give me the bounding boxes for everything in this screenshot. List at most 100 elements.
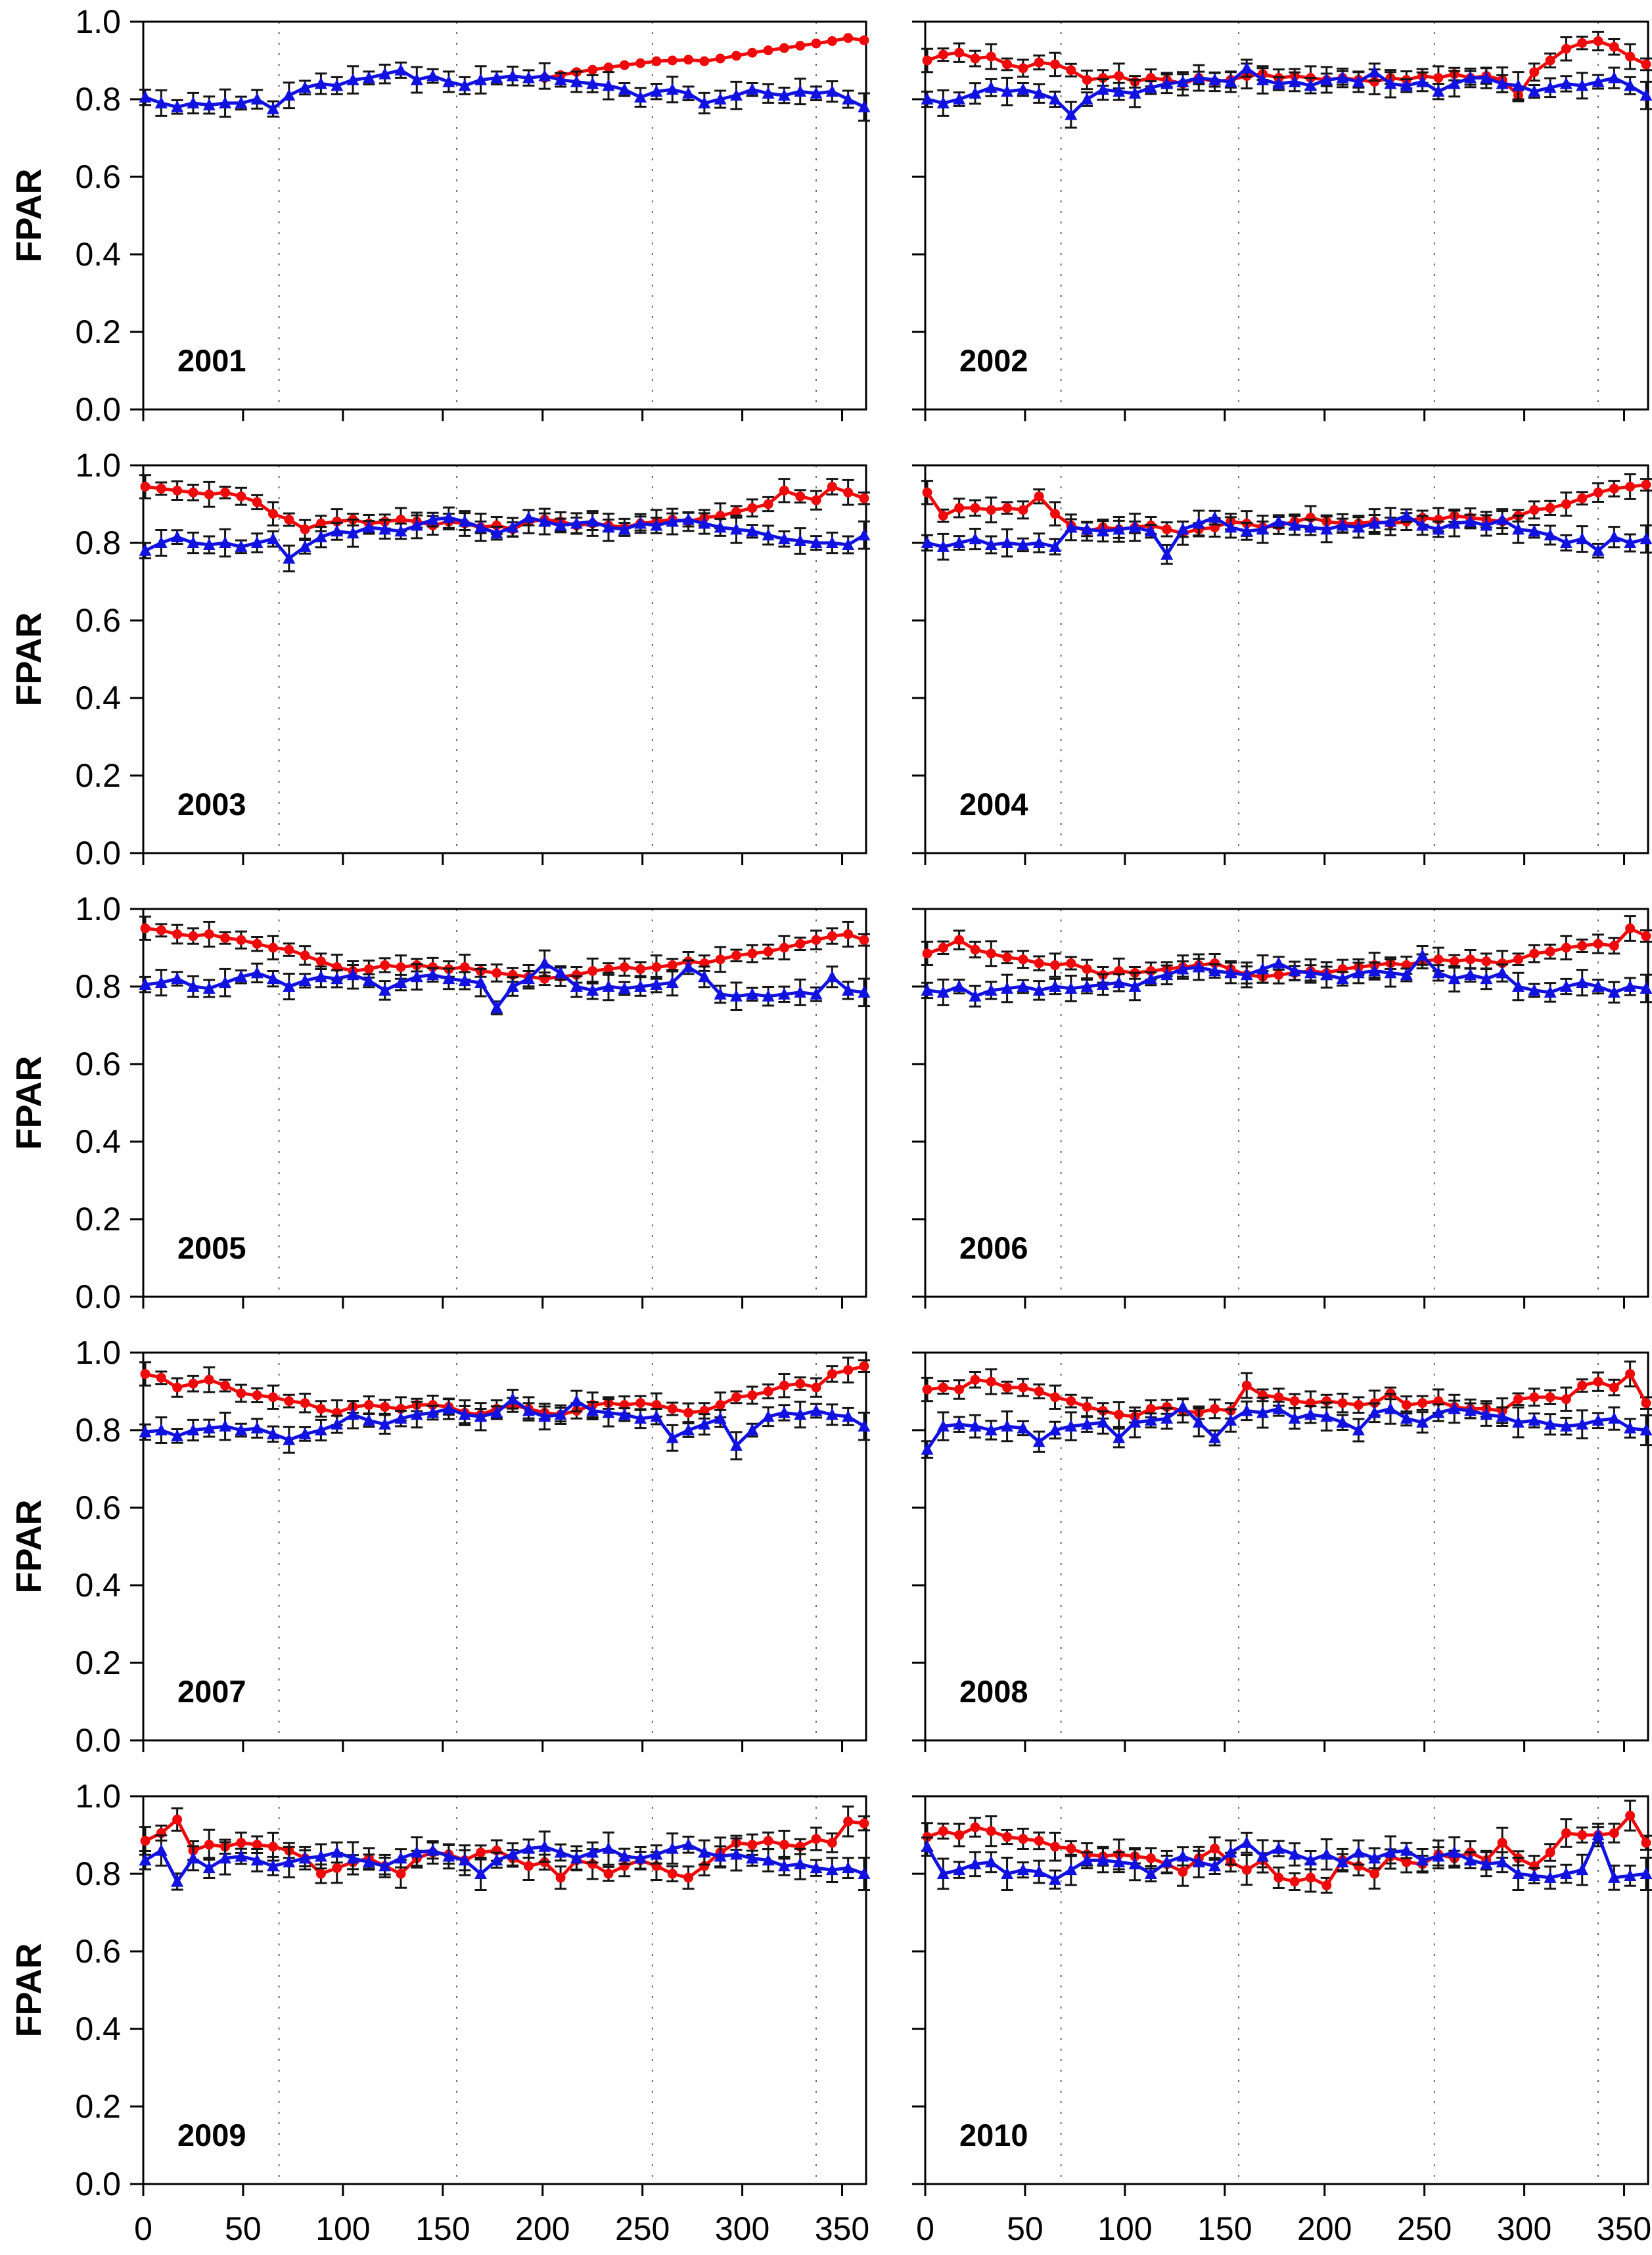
blue-triangle-marker: [1288, 1848, 1301, 1860]
red-circle-marker: [1577, 1830, 1588, 1840]
blue-triangle-marker: [1304, 79, 1317, 91]
red-circle-marker: [1417, 1398, 1428, 1408]
blue-triangle-marker: [1464, 515, 1477, 527]
blue-triangle-marker: [1176, 75, 1189, 87]
red-circle-marker: [938, 511, 948, 521]
y-axis-tick-label: 0.0: [75, 2166, 121, 2202]
blue-triangle-marker: [858, 1867, 871, 1879]
red-circle-marker: [1465, 954, 1476, 965]
blue-triangle-marker: [1640, 981, 1652, 994]
blue-triangle-marker: [1001, 85, 1014, 97]
blue-triangle-marker: [1528, 524, 1541, 537]
blue-triangle-marker: [1480, 1857, 1493, 1870]
blue-triangle-marker: [1160, 1855, 1174, 1868]
red-circle-marker: [795, 41, 806, 51]
blue-triangle-marker: [1384, 515, 1397, 527]
blue-triangle-marker: [794, 85, 807, 97]
blue-triangle-marker: [522, 1842, 535, 1854]
blue-series-markers: [139, 1392, 871, 1451]
red-circle-marker: [747, 1390, 758, 1401]
y-axis-tick-label: 0.8: [75, 81, 121, 118]
blue-triangle-marker: [1624, 536, 1637, 548]
red-circle-marker: [731, 51, 741, 61]
blue-triangle-marker: [1592, 1414, 1605, 1426]
blue-triangle-marker: [219, 1851, 232, 1864]
blue-triangle-marker: [426, 69, 440, 81]
blue-triangle-marker: [1368, 964, 1381, 977]
blue-triangle-marker: [250, 93, 264, 105]
red-circle-marker: [795, 1378, 806, 1389]
y-axis-tick-label: 0.4: [75, 680, 121, 716]
blue-triangle-marker: [921, 93, 934, 105]
red-circle-marker: [683, 1872, 694, 1883]
blue-triangle-marker: [1640, 1867, 1652, 1879]
blue-triangle-marker: [139, 1425, 152, 1437]
blue-triangle-marker: [650, 85, 663, 97]
red-circle-marker: [236, 1388, 246, 1399]
blue-triangle-marker: [936, 985, 950, 998]
panel-2010: 0 50 100 150 200 250 300 350 2010: [912, 1795, 1652, 2247]
blue-triangle-marker: [362, 521, 375, 533]
panel-2003: 0.0 0.2 0.4 0.6 0.8 1.0 FPAR 2003: [9, 447, 871, 872]
red-circle-marker: [204, 1840, 214, 1850]
red-circle-marker: [811, 1834, 821, 1844]
blue-triangle-marker: [714, 1849, 727, 1862]
blue-triangle-marker: [1336, 1416, 1349, 1428]
red-circle-marker: [731, 1392, 741, 1403]
blue-triangle-marker: [1032, 536, 1045, 548]
blue-triangle-marker: [762, 528, 775, 541]
red-circle-marker: [986, 505, 996, 515]
red-circle-marker: [747, 948, 758, 959]
red-circle-marker: [843, 33, 854, 43]
blue-triangle-marker: [1192, 71, 1205, 83]
blue-triangle-marker: [650, 1848, 663, 1860]
blue-triangle-marker: [1320, 968, 1333, 981]
blue-triangle-marker: [379, 983, 392, 996]
red-circle-marker: [811, 1382, 821, 1393]
red-circle-marker: [1050, 59, 1061, 70]
blue-triangle-marker: [1208, 1859, 1222, 1872]
red-circle-marker: [1625, 1368, 1636, 1379]
blue-triangle-marker: [426, 1406, 440, 1418]
red-circle-marker: [1034, 491, 1044, 501]
blue-triangle-marker: [825, 1863, 838, 1876]
panel-2004: 2004: [912, 464, 1652, 865]
blue-triangle-marker: [331, 524, 344, 537]
y-axis-tick-label: 0.8: [75, 1412, 121, 1449]
blue-triangle-marker: [1080, 1418, 1093, 1430]
blue-triangle-marker: [1192, 1855, 1205, 1868]
blue-triangle-marker: [1640, 89, 1652, 101]
blue-triangle-marker: [346, 526, 359, 539]
red-series-line: [927, 1372, 1648, 1418]
plot-frame: [142, 908, 867, 1298]
blue-triangle-marker: [1511, 1416, 1525, 1428]
red-circle-marker: [1066, 1396, 1076, 1406]
blue-triangle-marker: [1065, 1420, 1078, 1432]
red-circle-marker: [1497, 958, 1507, 969]
blue-triangle-marker: [1576, 79, 1589, 91]
red-circle-marker: [1561, 1394, 1571, 1405]
red-circle-marker: [938, 1382, 948, 1393]
blue-triangle-marker: [490, 1001, 503, 1013]
blue-triangle-marker: [969, 87, 982, 99]
blue-triangle-marker: [1240, 1836, 1253, 1848]
red-circle-marker: [747, 503, 758, 513]
year-label: 2001: [177, 343, 246, 378]
red-circle-marker: [220, 487, 231, 498]
red-circle-marker: [1034, 1836, 1044, 1846]
red-circle-marker: [284, 1396, 294, 1406]
blue-triangle-marker: [1032, 87, 1045, 99]
red-circle-marker: [1273, 1392, 1284, 1403]
blue-triangle-marker: [1544, 985, 1557, 998]
red-circle-marker: [1529, 948, 1540, 959]
blue-triangle-marker: [1080, 93, 1093, 105]
red-circle-marker: [603, 964, 614, 974]
blue-triangle-marker: [1400, 1412, 1413, 1424]
red-circle-marker: [252, 1840, 262, 1850]
blue-triangle-marker: [1224, 966, 1237, 979]
red-circle-marker: [396, 1869, 406, 1879]
blue-triangle-marker: [187, 1851, 200, 1864]
blue-series-markers: [921, 1400, 1652, 1455]
red-circle-marker: [1034, 1386, 1044, 1397]
red-circle-marker: [1433, 73, 1444, 83]
